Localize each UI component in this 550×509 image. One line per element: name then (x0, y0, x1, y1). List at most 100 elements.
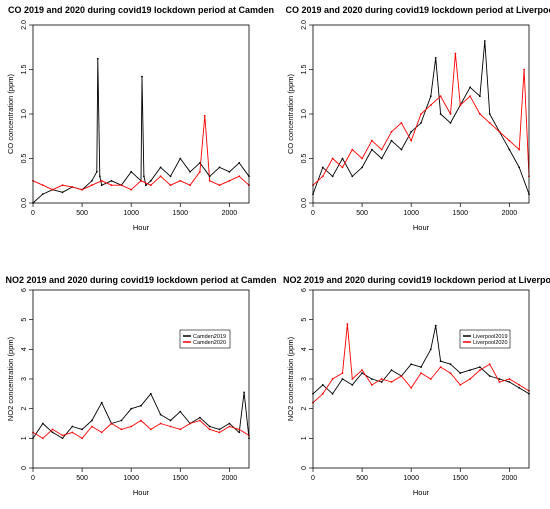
data-point-s2-2 (331, 378, 334, 380)
data-point-s2-1 (41, 184, 44, 187)
data-point-s2-7 (371, 384, 373, 386)
data-point-s1-16 (459, 372, 462, 374)
data-point-s1-6 (371, 148, 373, 151)
data-point-s2-8 (110, 422, 113, 425)
y-tick-label: 2 (301, 407, 308, 411)
data-point-s2-12 (429, 104, 432, 106)
data-point-s1-14 (439, 360, 442, 363)
x-tick-label: 0 (311, 210, 315, 217)
data-point-s1-9 (98, 175, 101, 178)
data-point-s1-14 (169, 419, 172, 422)
data-point-s1-15 (449, 122, 452, 124)
data-point-s1-6 (91, 179, 93, 182)
data-point-s2-2 (51, 428, 54, 431)
data-point-s2-8 (390, 130, 393, 133)
data-point-s2-14 (449, 113, 452, 115)
data-point-s2-18 (479, 113, 481, 115)
data-point-s1-17 (145, 184, 147, 187)
x-tick-label: 2000 (502, 210, 518, 217)
data-point-s2-14 (169, 425, 172, 428)
data-point-s2-9 (400, 122, 403, 124)
data-point-s2-8 (380, 378, 383, 380)
x-tick-label: 2000 (222, 210, 238, 217)
y-tick-label: 0.0 (301, 198, 308, 208)
data-point-s1-19 (483, 40, 486, 42)
series-line-2 (32, 115, 250, 191)
data-point-s2-1 (41, 437, 44, 440)
data-point-s2-16 (459, 384, 462, 386)
data-point-s2-18 (203, 114, 206, 117)
data-point-s1-23 (199, 162, 201, 164)
data-point-s1-21 (238, 431, 241, 434)
data-point-s2-5 (351, 378, 354, 380)
y-tick-label: 5 (301, 318, 308, 322)
data-point-s1-13 (434, 57, 437, 59)
data-point-s1-11 (420, 366, 422, 368)
data-point-s1-8 (390, 369, 393, 371)
data-point-s1-4 (351, 384, 354, 386)
data-point-s2-20 (498, 381, 501, 383)
plot-frame (32, 289, 250, 469)
y-tick-label: 2 (21, 407, 28, 411)
data-point-s2-10 (130, 188, 133, 191)
data-point-s2-9 (120, 428, 123, 431)
data-point-s1-12 (149, 392, 152, 395)
data-point-s2-12 (149, 184, 152, 187)
data-point-s1-10 (100, 184, 103, 187)
y-tick-label: 1.0 (301, 109, 308, 119)
data-point-s1-2 (331, 392, 334, 395)
data-point-s1-13 (130, 170, 133, 173)
y-axis-label: CO concentration (ppm) (286, 73, 295, 154)
y-tick-label: 1.0 (21, 109, 28, 119)
data-point-s2-19 (208, 179, 211, 182)
data-point-s1-22 (189, 170, 192, 173)
plot-frame (312, 289, 530, 469)
data-point-s2-10 (130, 425, 133, 428)
data-point-s2-14 (439, 366, 442, 368)
data-point-s1-17 (469, 369, 471, 371)
data-point-s2-10 (410, 139, 413, 142)
y-axis-label: NO2 concentration (ppm) (6, 336, 15, 421)
data-point-s2-5 (361, 157, 363, 160)
data-point-s2-21 (508, 139, 511, 142)
data-point-s1-20 (228, 422, 231, 425)
data-point-s1-7 (100, 401, 103, 404)
data-point-s1-3 (61, 191, 64, 194)
data-point-s1-2 (51, 431, 54, 434)
data-point-s2-16 (189, 422, 192, 425)
data-point-s2-8 (110, 184, 113, 187)
data-point-s1-4 (71, 425, 74, 428)
data-point-s1-19 (218, 428, 221, 431)
data-point-s1-23 (518, 166, 521, 169)
x-tick-label: 1000 (403, 210, 419, 217)
x-tick-label: 500 (356, 475, 368, 482)
data-point-s1-21 (508, 381, 511, 383)
x-tick-label: 1500 (172, 210, 188, 217)
data-point-s1-5 (361, 372, 363, 374)
data-point-s2-1 (321, 175, 324, 178)
data-point-s2-5 (81, 437, 83, 440)
data-point-s2-18 (208, 428, 211, 431)
y-tick-label: 0 (21, 466, 28, 470)
legend-box (179, 329, 231, 349)
x-axis-label: Hour (133, 488, 150, 497)
y-tick-label: 3 (301, 377, 308, 381)
data-point-s1-8 (390, 139, 393, 142)
legend-label: Camden2020 (193, 340, 226, 346)
data-point-s1-17 (469, 86, 471, 89)
data-point-s1-22 (508, 148, 511, 151)
y-tick-label: 4 (301, 347, 308, 351)
y-tick-label: 1 (301, 436, 308, 440)
chart-panel-3: NO2 2019 and 2020 during covid19 lockdow… (5, 275, 276, 497)
legend-box (459, 329, 511, 349)
data-point-s1-15 (449, 363, 452, 366)
series-line-1 (32, 391, 250, 439)
data-point-s1-25 (218, 166, 221, 169)
data-point-s2-5 (81, 188, 83, 191)
x-axis-label: Hour (413, 223, 430, 232)
data-point-s2-18 (479, 369, 481, 371)
x-tick-label: 0 (311, 475, 315, 482)
x-tick-label: 2000 (222, 475, 238, 482)
data-point-s1-15 (141, 75, 143, 78)
data-point-s2-7 (100, 179, 103, 182)
